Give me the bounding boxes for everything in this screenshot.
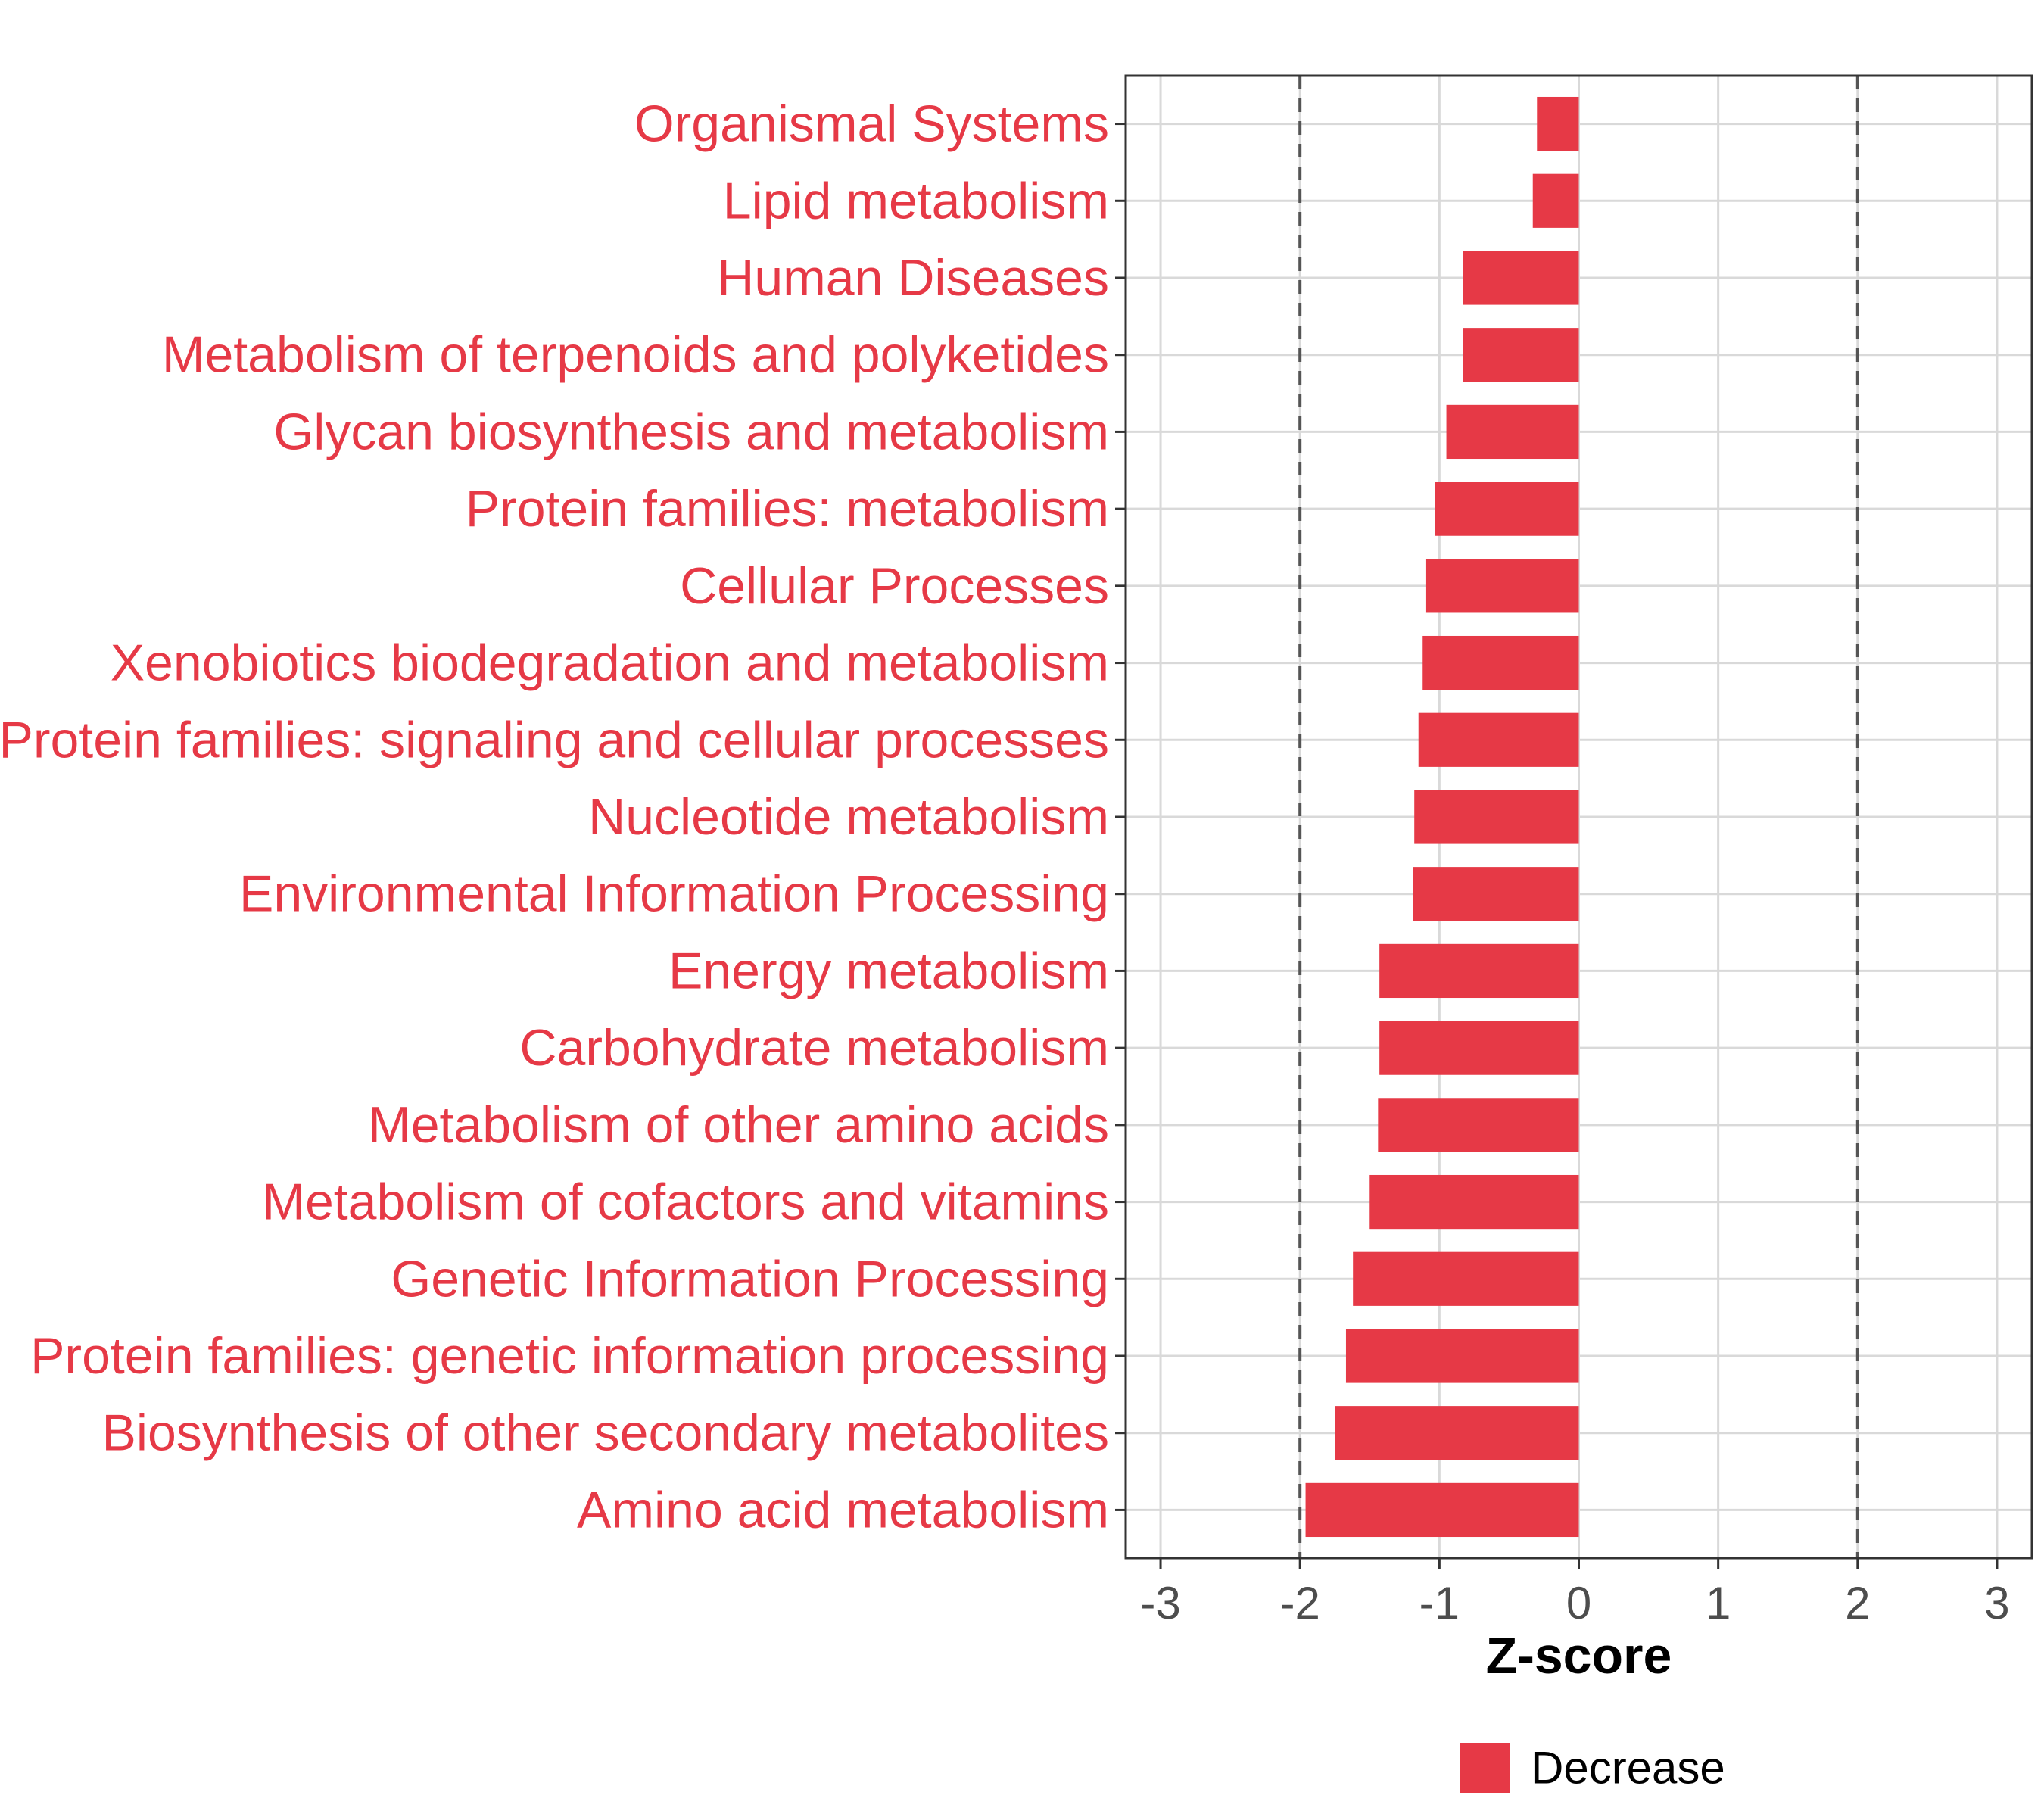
bar [1379,1021,1579,1075]
category-label: Organismal Systems [634,95,1109,153]
category-label: Amino acid metabolism [577,1481,1109,1538]
x-axis: -3 -2 -1 0 1 2 3 [1140,1558,2010,1628]
threshold-lines [1298,76,1859,1558]
x-tick-label: 1 [1706,1578,1731,1628]
category-label: Genetic Information Processing [391,1250,1109,1307]
bar [1537,96,1579,151]
category-label: Nucleotide metabolism [588,788,1109,846]
category-label: Carbohydrate metabolism [519,1019,1109,1077]
bar [1463,328,1579,382]
category-label: Biosynthesis of other secondary metaboli… [102,1404,1109,1462]
bar [1335,1406,1579,1460]
x-axis-title: Z-score [1486,1627,1672,1685]
bar [1418,712,1579,767]
category-label: Protein families: genetic information pr… [30,1327,1109,1385]
bar [1345,1329,1579,1383]
category-label: Metabolism of cofactors and vitamins [262,1173,1109,1231]
y-axis: Organismal Systems Lipid metabolism Human … [0,95,1126,1538]
x-tick-label: -2 [1280,1578,1320,1628]
category-label: Xenobiotics biodegradation and metabolis… [111,634,1109,692]
bar [1305,1482,1579,1538]
category-label: Metabolism of other amino acids [368,1096,1109,1154]
bar [1435,482,1579,536]
x-tick-label: 2 [1845,1578,1870,1628]
category-label: Human Diseases [717,249,1109,307]
category-label: Protein families: metabolism [466,480,1109,538]
legend-key [1460,1743,1510,1793]
bar [1463,251,1579,305]
legend-label: Decrease [1531,1743,1725,1794]
bar [1425,559,1579,613]
category-label: Energy metabolism [668,942,1109,999]
bar [1379,943,1579,999]
bar [1413,867,1579,921]
category-label: Environmental Information Processing [239,865,1109,923]
category-label: Glycan biosynthesis and metabolism [273,403,1109,460]
bar [1446,404,1579,460]
x-tick-label: 3 [1984,1578,2009,1628]
bar [1369,1174,1579,1230]
bar [1378,1098,1579,1152]
x-tick-label: -1 [1419,1578,1460,1628]
category-label: Lipid metabolism [723,172,1109,229]
bar [1532,173,1579,228]
bar [1422,635,1579,690]
category-label: Metabolism of terpenoids and polyketides [162,326,1109,384]
x-tick-label: 0 [1566,1578,1591,1628]
category-label: Protein families: signaling and cellular… [0,711,1109,768]
x-tick-label: -3 [1140,1578,1180,1628]
bars [1305,96,1579,1538]
legend: Decrease [1460,1743,1725,1794]
category-label: Cellular Processes [680,557,1109,615]
bar [1353,1251,1579,1306]
bar [1414,790,1579,844]
